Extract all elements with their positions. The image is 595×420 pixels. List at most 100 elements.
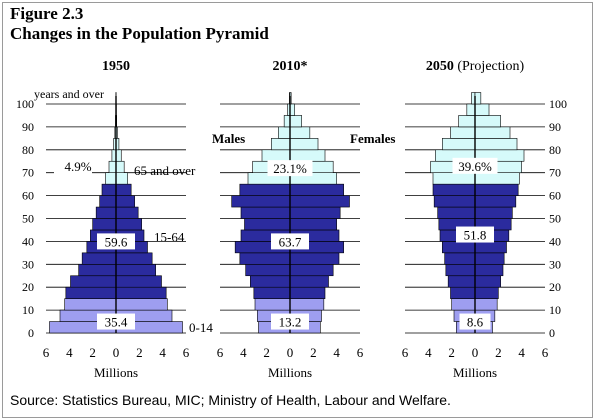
bar-female [289,149,326,162]
share-box [97,233,135,250]
age-group-label: 65 and over [134,163,196,178]
bar-male [95,206,117,219]
bar-male [271,138,291,151]
females-label: Females [350,131,395,146]
bar-male [451,298,476,311]
panel-title: 1950 [102,59,130,74]
bar-male [447,275,476,288]
bar-male [239,252,291,265]
x-tick-label: 0 [287,345,294,360]
x-tick-label: 6 [402,345,409,360]
bar-female [474,241,507,254]
bar-female [474,263,504,277]
bar-male [99,195,117,208]
bar-female [474,138,518,151]
bar-male [101,183,117,196]
share-box [459,313,491,330]
share-percent: 4.9% [64,159,91,174]
bar-male [466,103,476,116]
x-tick-label: 4 [425,345,432,360]
bar-female [289,298,325,311]
share-box [97,313,135,330]
bar-female [474,172,520,185]
bar-male [78,263,117,277]
y-tick-label: 80 [549,143,561,157]
share-percent: 35.4 [105,315,128,330]
bar-male [444,252,476,265]
x-tick-label: 6 [183,345,190,360]
bar-female [115,195,135,208]
share-box [271,313,309,330]
y-tick-label: 0 [28,326,34,340]
bar-female [115,275,162,288]
bar-male [244,218,291,231]
bar-female [289,218,337,231]
x-tick-label: 2 [310,345,317,360]
bar-male [240,206,291,219]
share-percent: 13.2 [279,315,302,330]
x-axis-label: Millions [453,365,497,380]
age-group-label: 15-64 [154,229,185,244]
bar-male [450,126,476,139]
bar-male [433,195,476,208]
y-tick-label: 60 [22,189,34,203]
bar-male [442,138,476,151]
x-tick-label: 6 [43,345,50,360]
bar-male [450,286,476,299]
bar-female [289,183,344,196]
x-axis-label: Millions [94,365,138,380]
bar-female [115,286,167,299]
x-tick-label: 6 [542,345,549,360]
bar-female [289,286,326,299]
bar-female [289,252,340,265]
bar-female [115,160,125,173]
y-tick-label: 90 [549,120,561,134]
y-tick-label: 80 [22,143,34,157]
y-tick-label: 0 [549,326,555,340]
bar-female [115,263,156,277]
share-percent: 23.1% [273,161,307,176]
bar-female [115,206,139,219]
x-tick-label: 6 [357,345,364,360]
panel-title: 2050 (Projection) [426,59,525,74]
bar-male [445,263,476,277]
x-tick-label: 4 [240,345,247,360]
bar-male [432,183,476,196]
bar-female [289,115,302,128]
x-tick-label: 0 [472,345,479,360]
age-group-label: 0-14 [189,320,213,335]
y-top-label: years and over [34,87,104,101]
males-label: Males [212,131,245,146]
x-tick-label: 4 [518,345,525,360]
bar-male [254,298,291,311]
x-tick-label: 2 [448,345,455,360]
bar-female [289,195,350,208]
bar-female [474,115,501,128]
bar-female [289,275,329,288]
bar-female [115,252,153,265]
bar-male [105,172,117,185]
bar-male [432,172,476,185]
x-axis-label: Millions [268,365,312,380]
figure-label: Figure 2.3 [10,4,84,23]
panel-title: 2010* [273,59,308,74]
bar-male [253,286,291,299]
bar-male [261,149,291,162]
share-box [267,160,313,177]
bar-male [245,263,291,277]
y-tick-label: 20 [549,280,561,294]
bar-female [474,183,519,196]
bar-female [115,149,122,162]
y-tick-label: 100 [16,97,34,111]
bar-female [289,206,341,219]
share-percent: 63.7 [279,234,302,249]
bar-male [283,115,291,128]
share-box [452,157,498,174]
bar-male [278,126,291,139]
bar-male [64,298,117,311]
x-tick-label: 4 [66,345,73,360]
y-tick-label: 50 [22,212,34,226]
x-tick-label: 4 [159,345,166,360]
y-tick-label: 70 [549,166,561,180]
